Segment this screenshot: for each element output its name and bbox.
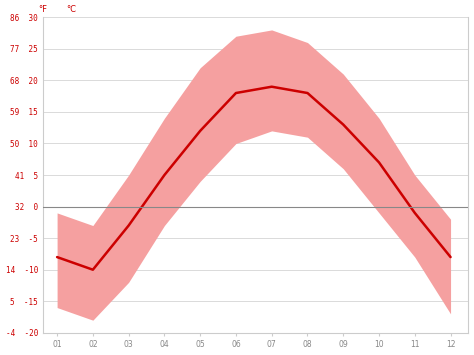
Text: °F: °F bbox=[38, 5, 47, 14]
Text: °C: °C bbox=[66, 5, 76, 14]
